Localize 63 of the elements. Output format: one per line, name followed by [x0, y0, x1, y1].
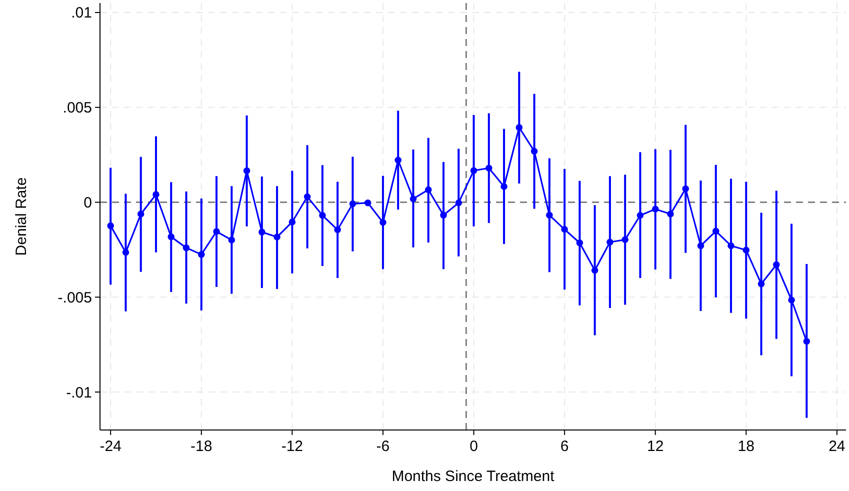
point	[546, 212, 553, 219]
x-axis-title: Months Since Treatment	[392, 468, 556, 485]
y-tick-label: 0	[84, 194, 92, 212]
point	[424, 186, 432, 194]
point	[636, 212, 644, 219]
point	[410, 195, 417, 202]
point	[682, 185, 689, 192]
point	[500, 183, 508, 190]
y-tick-label: -.01	[66, 384, 92, 402]
point	[728, 242, 734, 250]
x-tick-label: -6	[376, 438, 390, 455]
point	[622, 236, 628, 244]
point	[288, 218, 296, 226]
point	[228, 236, 236, 244]
point	[182, 244, 190, 252]
point	[470, 167, 478, 174]
point	[334, 226, 341, 234]
point	[107, 222, 114, 230]
point	[773, 261, 780, 268]
point	[364, 199, 372, 206]
point	[576, 240, 584, 246]
x-tick-label: 12	[646, 438, 664, 455]
point	[274, 234, 280, 240]
point	[168, 233, 175, 240]
point	[122, 248, 130, 256]
point	[304, 193, 311, 200]
x-tick-label: 18	[738, 438, 754, 455]
point	[561, 226, 568, 233]
point	[667, 210, 674, 218]
x-tick-label: -18	[190, 438, 212, 455]
point	[606, 238, 614, 246]
point	[591, 267, 598, 274]
point	[394, 156, 402, 164]
point	[440, 212, 447, 219]
point	[697, 242, 704, 250]
point	[319, 212, 326, 219]
point	[198, 251, 205, 258]
x-tick-label: 6	[560, 438, 569, 455]
point	[152, 191, 160, 198]
point	[516, 124, 523, 131]
point	[455, 199, 462, 206]
point	[213, 228, 220, 235]
x-tick-label: 0	[470, 438, 478, 455]
point	[712, 228, 720, 234]
x-tick-label: -24	[100, 438, 122, 455]
x-tick-label: -12	[281, 438, 304, 455]
y-tick-label: .01	[71, 4, 92, 22]
point	[530, 148, 538, 155]
point	[788, 296, 795, 304]
point	[803, 338, 810, 345]
x-tick-label: 24	[828, 438, 846, 455]
point	[742, 246, 750, 254]
y-tick-label: .005	[62, 100, 92, 117]
point	[652, 206, 659, 212]
point	[349, 200, 356, 208]
point	[243, 167, 250, 174]
y-tick-label: -.005	[58, 289, 92, 306]
point	[380, 219, 386, 226]
point	[137, 210, 144, 218]
y-axis-title: Denial Rate	[13, 177, 30, 256]
point	[486, 164, 492, 172]
point	[758, 280, 765, 288]
point	[258, 228, 266, 236]
